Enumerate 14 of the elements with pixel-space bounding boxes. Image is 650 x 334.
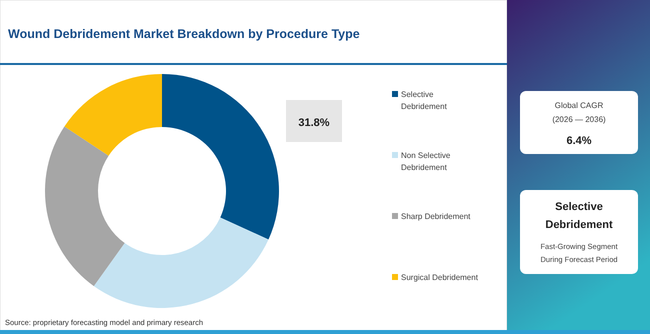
donut-slice (162, 74, 279, 240)
donut-slice (45, 126, 125, 286)
legend-label: Selective Debridement (401, 90, 448, 111)
chart-title: Wound Debridement Market Breakdown by Procedure Type (8, 27, 360, 41)
legend-label: Non Selective Debridement (401, 151, 451, 172)
text: 6.4% (566, 135, 592, 147)
text: Selective Debridement (545, 201, 613, 231)
legend-label: Sharp Debridement (401, 212, 472, 221)
text: Global CAGR (554, 101, 604, 110)
legend-label: Surgical Debridement (401, 273, 479, 282)
data-label: 31.8% (298, 117, 330, 129)
text: (2026 — 2036) (552, 115, 606, 124)
donut-slice (94, 218, 268, 308)
donut-slice (64, 74, 162, 156)
